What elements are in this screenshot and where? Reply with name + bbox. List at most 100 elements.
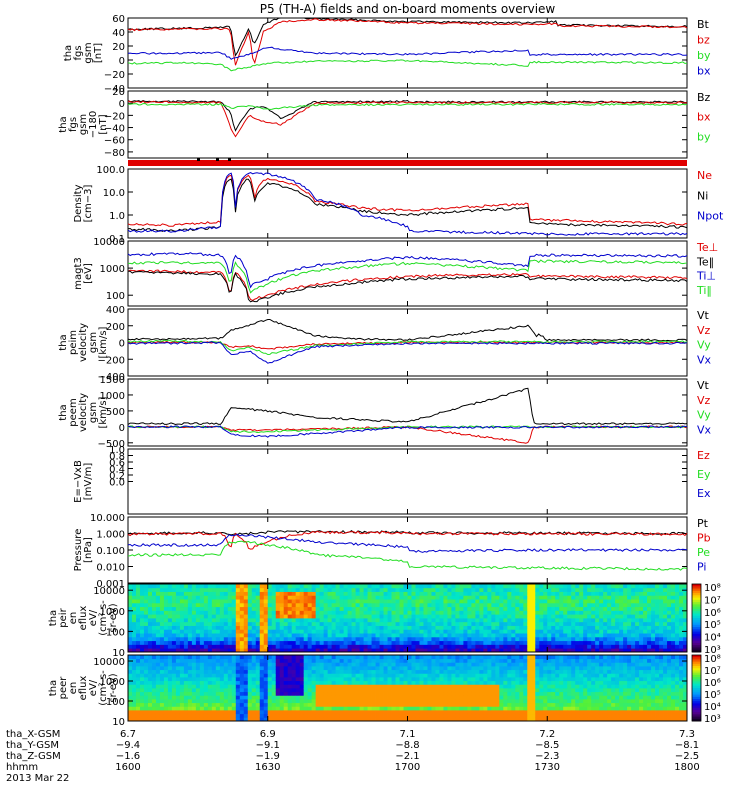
heatmap-cell xyxy=(315,673,321,678)
heatmap-cell xyxy=(299,584,305,589)
heatmap-cell xyxy=(215,648,221,653)
heatmap-cell xyxy=(611,591,616,596)
heatmap-cell xyxy=(267,629,273,634)
heatmap-cell xyxy=(203,680,209,685)
heatmap-cell xyxy=(383,666,388,671)
heatmap-cell xyxy=(263,648,269,653)
heatmap-cell xyxy=(667,587,672,592)
heatmap-cell xyxy=(335,610,341,615)
heatmap-cell xyxy=(547,677,552,682)
heatmap-cell xyxy=(371,713,376,718)
heatmap-cell xyxy=(128,618,133,623)
heatmap-cell xyxy=(159,644,165,649)
heatmap-cell xyxy=(331,606,337,611)
heatmap-cell xyxy=(551,595,556,600)
heatmap-cell xyxy=(391,625,396,630)
heatmap-cell xyxy=(583,614,588,619)
legend-Pt: Pt xyxy=(697,517,709,530)
heatmap-cell xyxy=(339,587,345,592)
heatmap-cell xyxy=(487,673,492,678)
heatmap-cell xyxy=(155,677,161,682)
heatmap-cell xyxy=(683,633,688,638)
heatmap-cell xyxy=(143,699,149,704)
heatmap-cell xyxy=(207,717,213,722)
heatmap-cell xyxy=(247,669,253,674)
heatmap-cell xyxy=(647,587,652,592)
heatmap-cell xyxy=(631,636,636,642)
heatmap-cell xyxy=(647,618,652,623)
heatmap-cell xyxy=(479,680,484,685)
heatmap-cell xyxy=(467,621,472,626)
heatmap-cell xyxy=(495,614,500,619)
heatmap-cell xyxy=(351,644,356,649)
heatmap-cell xyxy=(583,677,588,682)
heatmap-cell xyxy=(167,684,173,689)
heatmap-cell xyxy=(495,640,500,645)
heatmap-cell xyxy=(303,602,309,608)
heatmap-cell xyxy=(571,658,576,663)
heatmap-cell xyxy=(128,633,133,638)
heatmap-cell xyxy=(527,633,532,638)
heatmap-cell xyxy=(455,599,460,604)
heatmap-cell xyxy=(375,633,380,638)
heatmap-cell xyxy=(591,606,596,611)
heatmap-cell xyxy=(247,584,253,589)
heatmap-cell xyxy=(359,666,364,671)
heatmap-cell xyxy=(531,699,536,704)
heatmap-cell xyxy=(447,695,452,700)
heatmap-cell xyxy=(543,669,548,674)
heatmap-cell xyxy=(483,669,488,674)
heatmap-cell xyxy=(555,662,560,667)
heatmap-cell xyxy=(155,591,161,596)
heatmap-cell xyxy=(415,584,420,589)
heatmap-cell xyxy=(571,655,576,660)
heatmap-cell xyxy=(351,629,356,634)
heatmap-cell xyxy=(187,710,193,715)
heatmap-cell xyxy=(375,584,380,589)
heatmap-cell xyxy=(647,644,652,649)
heatmap-cell xyxy=(463,618,468,623)
heatmap-cell xyxy=(279,713,285,718)
heatmap-cell xyxy=(128,621,133,626)
heatmap-cell xyxy=(443,587,448,592)
heatmap-cell xyxy=(271,648,277,653)
heatmap-cell xyxy=(231,636,237,642)
series-Vt-line xyxy=(127,319,688,342)
heatmap-cell xyxy=(343,584,348,589)
heatmap-cell xyxy=(503,673,508,678)
heatmap-cell xyxy=(199,606,205,611)
heatmap-cell xyxy=(307,717,313,722)
heatmap-cell xyxy=(567,614,572,619)
heatmap-cell xyxy=(175,602,181,608)
heatmap-cell xyxy=(283,688,289,693)
heatmap-cell xyxy=(415,695,420,700)
heatmap-cell xyxy=(235,717,241,722)
heatmap-cell xyxy=(243,669,249,674)
heatmap-cell xyxy=(311,644,317,649)
heatmap-cell xyxy=(287,595,293,600)
heatmap-cell xyxy=(227,713,233,718)
heatmap-cell xyxy=(299,695,305,700)
heatmap-cell xyxy=(627,625,632,630)
heatmap-cell xyxy=(195,713,201,718)
heatmap-cell xyxy=(407,587,412,592)
heatmap-cell xyxy=(579,629,584,634)
heatmap-cell xyxy=(183,699,189,704)
heatmap-cell xyxy=(511,710,516,715)
heatmap-cell xyxy=(423,706,428,711)
heatmap-cell xyxy=(527,587,532,592)
heatmap-cell xyxy=(567,684,572,689)
heatmap-cell xyxy=(215,713,221,718)
heatmap-cell xyxy=(399,644,404,649)
heatmap-cell xyxy=(359,699,364,704)
heatmap-cell xyxy=(567,640,572,645)
heatmap-cell xyxy=(499,595,504,600)
heatmap-cell xyxy=(651,610,656,615)
heatmap-cell xyxy=(523,584,528,589)
heatmap-cell xyxy=(543,591,548,596)
heatmap-cell xyxy=(135,640,141,645)
heatmap-cell xyxy=(511,633,516,638)
heatmap-cell xyxy=(259,606,265,611)
heatmap-cell xyxy=(531,717,536,722)
heatmap-cell xyxy=(175,666,181,671)
